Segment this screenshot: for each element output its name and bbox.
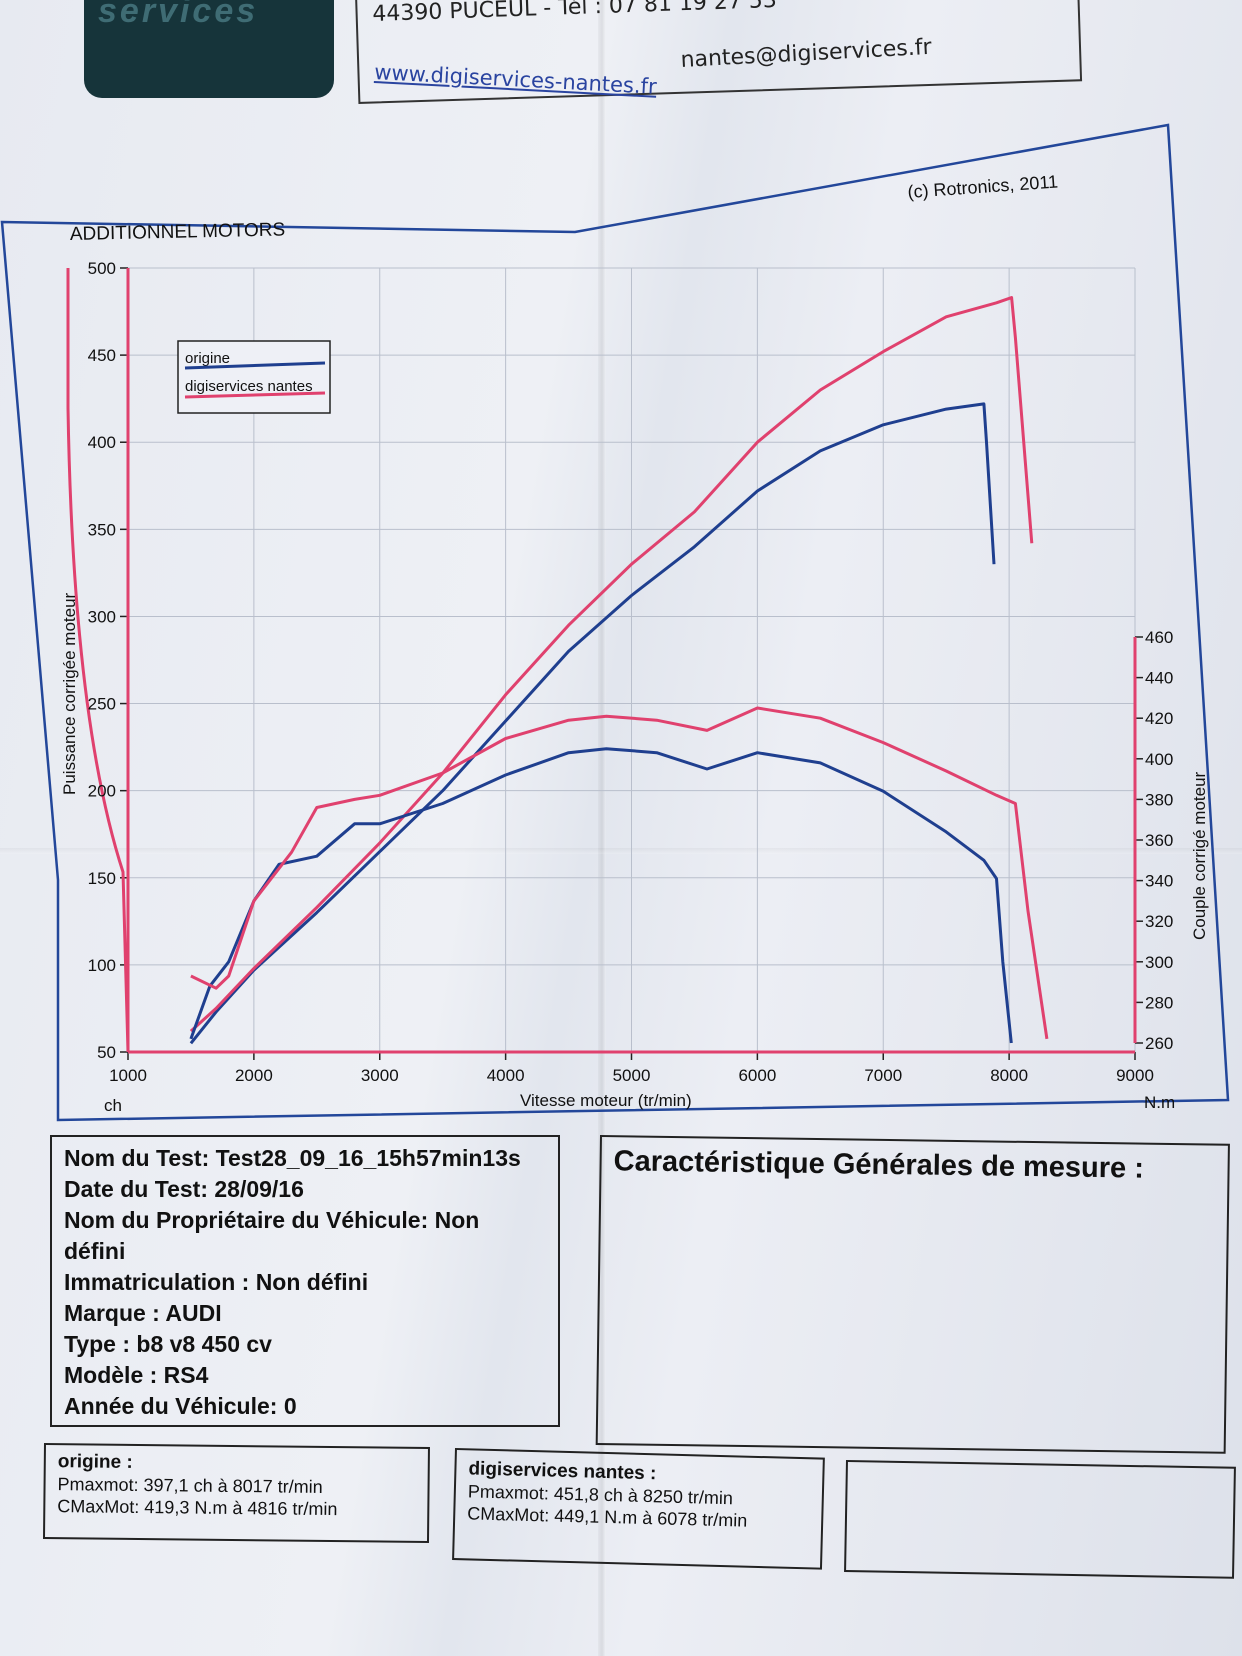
x-tick-label: 8000 bbox=[990, 1066, 1028, 1085]
series-line-digiservices-power bbox=[189, 296, 1034, 1033]
company-logo: services bbox=[84, 0, 334, 98]
y-left-tick-label: 400 bbox=[88, 433, 116, 452]
chart-title: ADDITIONNEL MOTORS bbox=[70, 219, 286, 245]
brand: Marque : AUDI bbox=[64, 1300, 222, 1326]
y-left-axis-label: Puissance corrigée moteur bbox=[60, 592, 79, 795]
legend-entry-origine: origine bbox=[185, 350, 230, 367]
y-right-tick-label: 360 bbox=[1145, 831, 1173, 850]
legend-swatch-origine bbox=[184, 361, 326, 370]
y-right-axis-label: Couple corrigé moteur bbox=[1190, 771, 1209, 940]
y-right-tick-label: 300 bbox=[1145, 953, 1173, 972]
paper-fold-vertical bbox=[598, 0, 606, 1656]
chart-copyright: (c) Rotronics, 2011 bbox=[907, 172, 1059, 202]
test-date: Date du Test: 28/09/16 bbox=[64, 1176, 304, 1202]
y-left-tick-label: 450 bbox=[88, 346, 116, 365]
unit-right-label: N.m bbox=[1144, 1093, 1175, 1112]
series-line-origine-torque bbox=[189, 747, 1013, 1044]
legend-box bbox=[177, 340, 331, 414]
test-info-box: Nom du Test: Test28_09_16_15h57min13s Da… bbox=[50, 1135, 560, 1427]
chart-axes bbox=[66, 267, 1143, 1060]
result-digiservices-box: digiservices nantes : Pmaxmot: 451,8 ch … bbox=[452, 1448, 825, 1570]
y-left-tick-label: 50 bbox=[97, 1043, 116, 1062]
y-left-tick-label: 200 bbox=[88, 782, 116, 801]
x-tick-label: 4000 bbox=[487, 1066, 525, 1085]
x-tick-label: 5000 bbox=[613, 1066, 651, 1085]
y-right-tick-label: 440 bbox=[1145, 669, 1173, 688]
paper-fold-horizontal bbox=[0, 848, 1242, 854]
y-right-tick-label: 280 bbox=[1145, 993, 1173, 1012]
x-tick-label: 1000 bbox=[109, 1066, 147, 1085]
chart-series bbox=[189, 296, 1049, 1045]
y-left-axis-bracket bbox=[66, 268, 130, 1053]
y-right-tick-label: 340 bbox=[1145, 872, 1173, 891]
y-left-tick-label: 500 bbox=[88, 259, 116, 278]
y-right-tick-label: 420 bbox=[1145, 709, 1173, 728]
registration: Immatriculation : Non défini bbox=[64, 1269, 369, 1295]
owner-line-1: Nom du Propriétaire du Véhicule: Non bbox=[64, 1207, 480, 1233]
y-right-tick-label: 460 bbox=[1145, 628, 1173, 647]
y-left-tick-label: 350 bbox=[88, 520, 116, 539]
y-left-tick-label: 150 bbox=[88, 869, 116, 888]
series-line-digiservices-torque bbox=[190, 706, 1049, 1040]
x-tick-label: 7000 bbox=[864, 1066, 902, 1085]
legend-entry-digiservices: digiservices nantes bbox=[185, 378, 313, 395]
unit-left-label: ch bbox=[104, 1096, 122, 1115]
x-tick-label: 2000 bbox=[235, 1066, 273, 1085]
result-origine-box: origine : Pmaxmot: 397,1 ch à 8017 tr/mi… bbox=[42, 1443, 430, 1544]
logo-text: services bbox=[98, 0, 259, 30]
x-tick-label: 3000 bbox=[361, 1066, 399, 1085]
characteristics-title: Caractéristique Générales de mesure : bbox=[613, 1145, 1145, 1185]
test-name: Nom du Test: Test28_09_16_15h57min13s bbox=[64, 1145, 521, 1171]
legend-swatch-digiservices bbox=[184, 391, 326, 399]
y-left-tick-label: 300 bbox=[88, 607, 116, 626]
vehicle-type: Type : b8 v8 450 cv bbox=[64, 1331, 272, 1357]
series-line-origine-power bbox=[189, 402, 996, 1045]
chart-labels: 1000 2000 3000 4000 5000 6000 7000 8000 9000 50 10… bbox=[88, 259, 1174, 1085]
empty-result-box bbox=[844, 1460, 1236, 1579]
model: Modèle : RS4 bbox=[64, 1362, 209, 1388]
vehicle-year: Année du Véhicule: 0 bbox=[64, 1393, 297, 1419]
y-right-tick-label: 380 bbox=[1145, 790, 1173, 809]
y-left-tick-label: 100 bbox=[88, 956, 116, 975]
owner-line-2: défini bbox=[64, 1238, 126, 1264]
x-tick-label: 9000 bbox=[1116, 1066, 1154, 1085]
y-right-tick-label: 400 bbox=[1145, 750, 1173, 769]
y-right-tick-label: 320 bbox=[1145, 912, 1173, 931]
y-right-tick-label: 260 bbox=[1145, 1034, 1173, 1053]
dyno-chart: 1000 2000 3000 4000 5000 6000 7000 8000 9000 50 10… bbox=[0, 123, 1230, 1122]
chart-frame bbox=[0, 123, 1230, 1122]
y-left-tick-label: 250 bbox=[88, 695, 116, 714]
x-tick-label: 6000 bbox=[738, 1066, 776, 1085]
x-axis-label: Vitesse moteur (tr/min) bbox=[520, 1091, 692, 1110]
measurement-characteristics-box: Caractéristique Générales de mesure : bbox=[595, 1135, 1230, 1454]
result-origine-cmax: CMaxMot: 419,3 N.m à 4816 tr/min bbox=[57, 1496, 338, 1520]
chart-legend: origine digiservices nantes bbox=[177, 340, 331, 414]
